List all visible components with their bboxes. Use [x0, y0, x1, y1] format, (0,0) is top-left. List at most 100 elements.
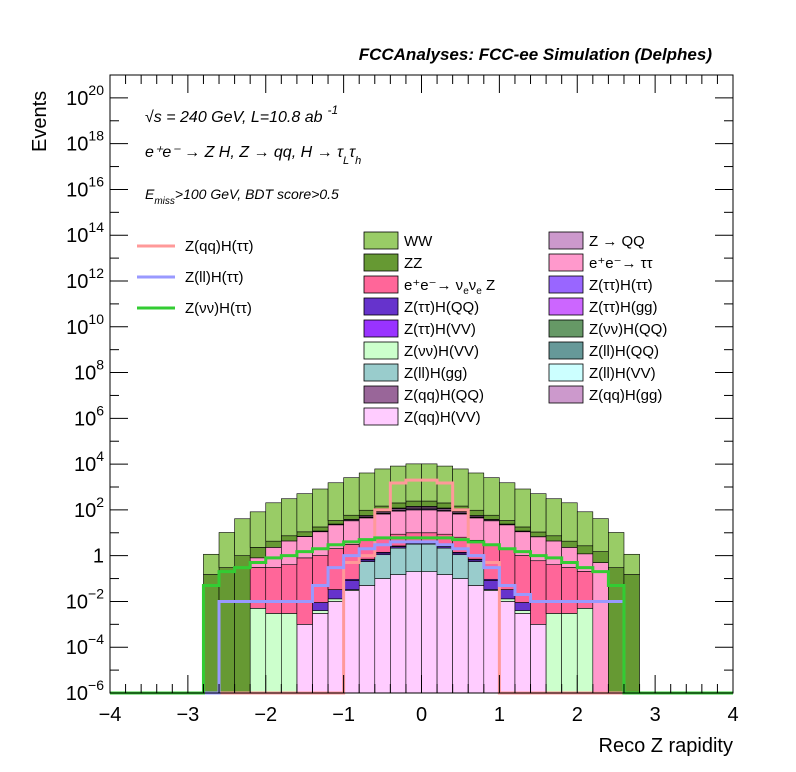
bar: [374, 513, 391, 538]
y-tick-label: 10−6: [66, 677, 104, 705]
bar: [421, 500, 438, 507]
legend-box-label: Z(ττ)H(QQ): [404, 299, 479, 316]
x-axis-label: Reco Z rapidity: [599, 735, 734, 757]
tick-labels: −4 −3 −2 −1 0 1 2 3 4 10−6 10−4 10−2 1 102 104 106 108 10…: [66, 82, 739, 726]
bar: [545, 498, 562, 537]
bar: [374, 554, 391, 579]
bar: [327, 601, 344, 694]
bar: [405, 463, 422, 502]
y-tick-label: 10−2: [66, 585, 104, 613]
bar: [467, 472, 485, 511]
bar: [545, 540, 562, 566]
bar: [358, 585, 376, 694]
svg-text:e⁺e⁻ → Z H, Z → qq, H → τLτh: e⁺e⁻ → Z H, Z → qq, H → τLτh: [145, 144, 361, 167]
bar: [421, 543, 438, 572]
legend-box-swatch: [363, 363, 399, 382]
y-tick-label: 1014: [66, 219, 104, 247]
bar: [499, 548, 516, 590]
bar: [249, 511, 267, 548]
bar: [343, 580, 360, 590]
bar: [281, 498, 298, 537]
bar: [358, 509, 376, 516]
y-tick-label: 102: [74, 494, 104, 522]
bar: [608, 532, 625, 568]
bar: [390, 533, 407, 547]
bar: [374, 513, 391, 515]
bar: [390, 502, 407, 509]
bar: [312, 526, 329, 532]
bar: [281, 564, 298, 614]
bar: [545, 613, 562, 694]
bar: [483, 520, 500, 545]
y-tick-label: 106: [74, 402, 104, 430]
bar: [374, 578, 391, 694]
y-tick-label: 1: [93, 546, 104, 568]
x-tick-label: 4: [727, 704, 738, 726]
legend-box-swatch: [363, 231, 399, 250]
bar: [405, 509, 422, 534]
bar: [499, 589, 516, 600]
y-tick-label: 1018: [66, 128, 104, 156]
bar: [436, 547, 453, 575]
bar: [327, 589, 344, 600]
bar: [405, 571, 422, 694]
bar: [436, 510, 453, 535]
bar: [421, 463, 438, 502]
legend-box-label: Z(ll)H(VV): [589, 365, 656, 382]
bar: [483, 477, 500, 516]
bar: [483, 590, 500, 694]
bar: [576, 545, 594, 555]
bar: [358, 561, 376, 586]
bar: [592, 562, 609, 694]
legend-box-label: Z(ll)H(QQ): [589, 343, 659, 360]
annotation-cut-sub: miss: [154, 196, 175, 207]
bar: [265, 502, 282, 542]
bar: [514, 613, 531, 694]
bar: [312, 531, 329, 556]
bar: [281, 613, 298, 694]
bar: [265, 567, 282, 614]
svg-text:Emiss>100 GeV, BDT score>0.5: Emiss>100 GeV, BDT score>0.5: [145, 186, 339, 207]
y-axis-label: Events: [29, 91, 51, 152]
annotation-process: e⁺e⁻ → Z H, Z → qq, H → τLτh: [145, 144, 361, 167]
annotation-process-sub2: h: [355, 155, 361, 167]
legend-box-swatch: [548, 319, 584, 338]
bar: [530, 560, 547, 625]
svg-text:√s = 240 GeV, L=10.8 ab-1: √s = 240 GeV, L=10.8 ab -1: [145, 103, 338, 126]
bar: [514, 602, 531, 611]
bar: [452, 468, 469, 507]
legend-box-label: e⁺e⁻→ νeνe Z: [404, 277, 495, 297]
bar: [530, 493, 547, 533]
legend-box-label: Z(ll)H(gg): [404, 365, 467, 382]
bar: [514, 526, 531, 532]
bar: [436, 502, 453, 509]
series-0: [296, 571, 547, 694]
legend-box-label: Z(qq)H(QQ): [404, 387, 484, 404]
legend-box-swatch: [363, 407, 399, 426]
series-16: [203, 463, 640, 575]
legend-box-label: Z(qq)H(VV): [404, 409, 481, 426]
annotation-cut: Emiss>100 GeV, BDT score>0.5: [145, 186, 339, 207]
bar: [452, 578, 469, 694]
bar: [265, 540, 282, 548]
x-tick-label: −1: [332, 704, 355, 726]
annotation-process-sub1: L: [343, 155, 349, 167]
legend-box-label: Z → QQ: [589, 233, 645, 250]
bar: [452, 554, 469, 579]
bar: [296, 493, 313, 533]
bar: [265, 613, 282, 694]
series-line-1: [110, 540, 733, 695]
legend-box-swatch: [363, 275, 399, 294]
y-tick-label: 10−4: [66, 631, 104, 659]
bar: [249, 547, 267, 559]
y-tick-label: 108: [74, 357, 104, 385]
bar: [234, 518, 251, 556]
bar: [327, 482, 344, 521]
series-line-2: [110, 536, 733, 695]
legend-box-swatch: [363, 385, 399, 404]
chart-title: FCCAnalyses: FCC-ee Simulation (Delphes): [359, 45, 713, 64]
legend-boxes: WW ZZ e⁺e⁻→ νeνe Z Z(ττ)H(QQ) Z(ττ)H(VV) Z(νν…: [363, 231, 667, 426]
x-tick-label: 2: [572, 704, 583, 726]
series-15: [203, 500, 640, 694]
